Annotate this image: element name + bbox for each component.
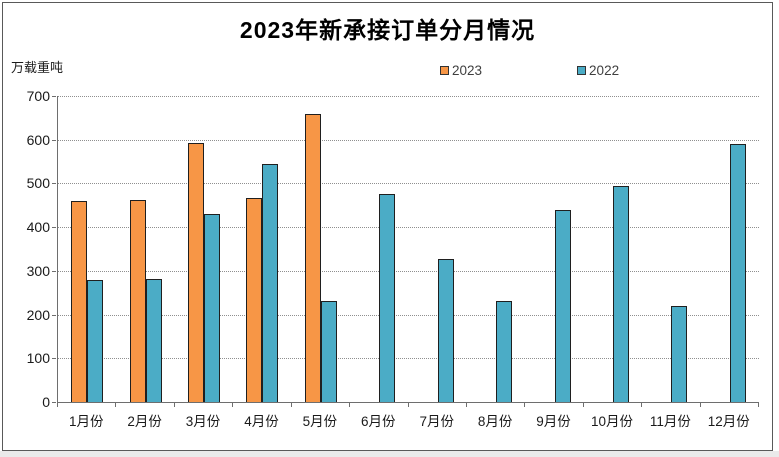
bar-2023-2月份 [129,200,146,402]
xtick-label-4月份: 4月份 [244,414,279,429]
xtick-label-11月份: 11月份 [649,414,691,429]
bar-2022-3月份 [204,214,221,402]
legend-swatch-2022 [577,66,587,75]
legend-label-2023: 2023 [452,63,483,78]
bar-2022-4月份 [262,164,279,402]
bar-group-7月份 [409,96,467,402]
xtick-label-7月份: 7月份 [419,414,454,429]
xtick-label-2月份: 2月份 [127,414,162,429]
window-bottom-strip [0,451,779,457]
bar-2022-11月份 [671,306,688,402]
ytick-mark-400 [52,227,56,229]
ytick-label-400: 400 [26,219,50,236]
xtick-mark-9 [582,403,584,407]
ytick-mark-0 [52,402,56,403]
gridline-300 [58,270,759,272]
ytick-mark-300 [52,270,56,272]
xtick-mark-2 [173,403,175,407]
bar-group-3月份 [175,96,233,402]
bar-2022-7月份 [437,259,454,402]
ytick-mark-600 [52,139,56,141]
bar-group-10月份 [584,96,642,402]
ytick-label-200: 200 [26,306,50,323]
gridline-400 [58,227,759,229]
bar-2022-2月份 [145,279,162,402]
xtick-label-10月份: 10月份 [590,414,633,429]
bar-2023-1月份 [71,201,88,402]
chart-area: 2023年新承接订单分月情况 万载重吨 2023 2022 0 100 200 300… [2,2,773,451]
ytick-label-600: 600 [26,131,50,148]
xtick-label-12月份: 12月份 [707,414,750,429]
ytick-label-300: 300 [26,262,50,279]
xtick-label-6月份: 6月份 [361,414,396,429]
gridline-600 [58,139,759,141]
y-axis-unit-label: 万载重吨 [11,60,64,75]
xtick-mark-10 [641,403,643,407]
bar-2023-5月份 [304,114,321,402]
xtick-mark-3 [232,403,234,407]
ytick-label-0: 0 [42,394,50,410]
gridline-100 [58,358,759,360]
ytick-label-700: 700 [26,88,50,104]
xtick-mark-12 [758,403,759,407]
bar-group-5月份 [292,96,350,402]
chart-title: 2023年新承接订单分月情况 [239,17,536,43]
xtick-label-5月份: 5月份 [302,414,338,429]
legend-item-2022: 2022 [577,63,619,78]
bar-2022-6月份 [379,194,396,402]
ytick-mark-700 [52,96,56,97]
legend-item-2023: 2023 [440,63,482,78]
bar-2022-5月份 [320,301,337,402]
bar-2022-10月份 [612,186,629,402]
xtick-mark-7 [465,403,467,407]
xtick-mark-0 [57,403,58,407]
bar-group-11月份 [642,96,700,402]
bar-2022-1月份 [87,280,104,402]
bar-group-2月份 [116,96,174,402]
xtick-label-8月份: 8月份 [477,414,513,429]
bar-2023-3月份 [188,143,205,402]
xtick-label-1月份: 1月份 [68,414,104,429]
bar-2022-12月份 [729,144,746,402]
xtick-label-9月份: 9月份 [536,414,571,429]
bar-group-12月份 [701,96,759,402]
ytick-mark-500 [52,183,56,185]
xtick-mark-1 [115,403,117,407]
bar-group-8月份 [467,96,525,402]
gridline-500 [58,183,759,185]
plot-area [57,96,759,403]
bar-2022-9月份 [554,210,571,402]
xtick-mark-8 [524,403,526,407]
legend: 2023 2022 [440,63,619,78]
bar-group-4月份 [233,96,291,402]
xtick-mark-6 [407,403,409,407]
ytick-label-100: 100 [26,350,50,367]
legend-label-2022: 2022 [589,63,620,78]
bar-group-6月份 [350,96,408,402]
ytick-mark-200 [52,314,56,316]
ytick-mark-100 [52,358,56,360]
ytick-label-500: 500 [26,175,50,192]
bar-2023-4月份 [246,198,263,402]
xtick-mark-4 [290,403,292,407]
bar-2022-8月份 [496,301,513,402]
bar-group-1月份 [58,96,116,402]
xtick-mark-11 [699,403,701,407]
xtick-mark-5 [349,403,351,407]
gridline-700 [58,96,759,97]
xtick-label-3月份: 3月份 [185,414,221,429]
legend-swatch-2023 [440,66,449,75]
gridline-200 [58,314,759,316]
bar-group-9月份 [525,96,583,402]
